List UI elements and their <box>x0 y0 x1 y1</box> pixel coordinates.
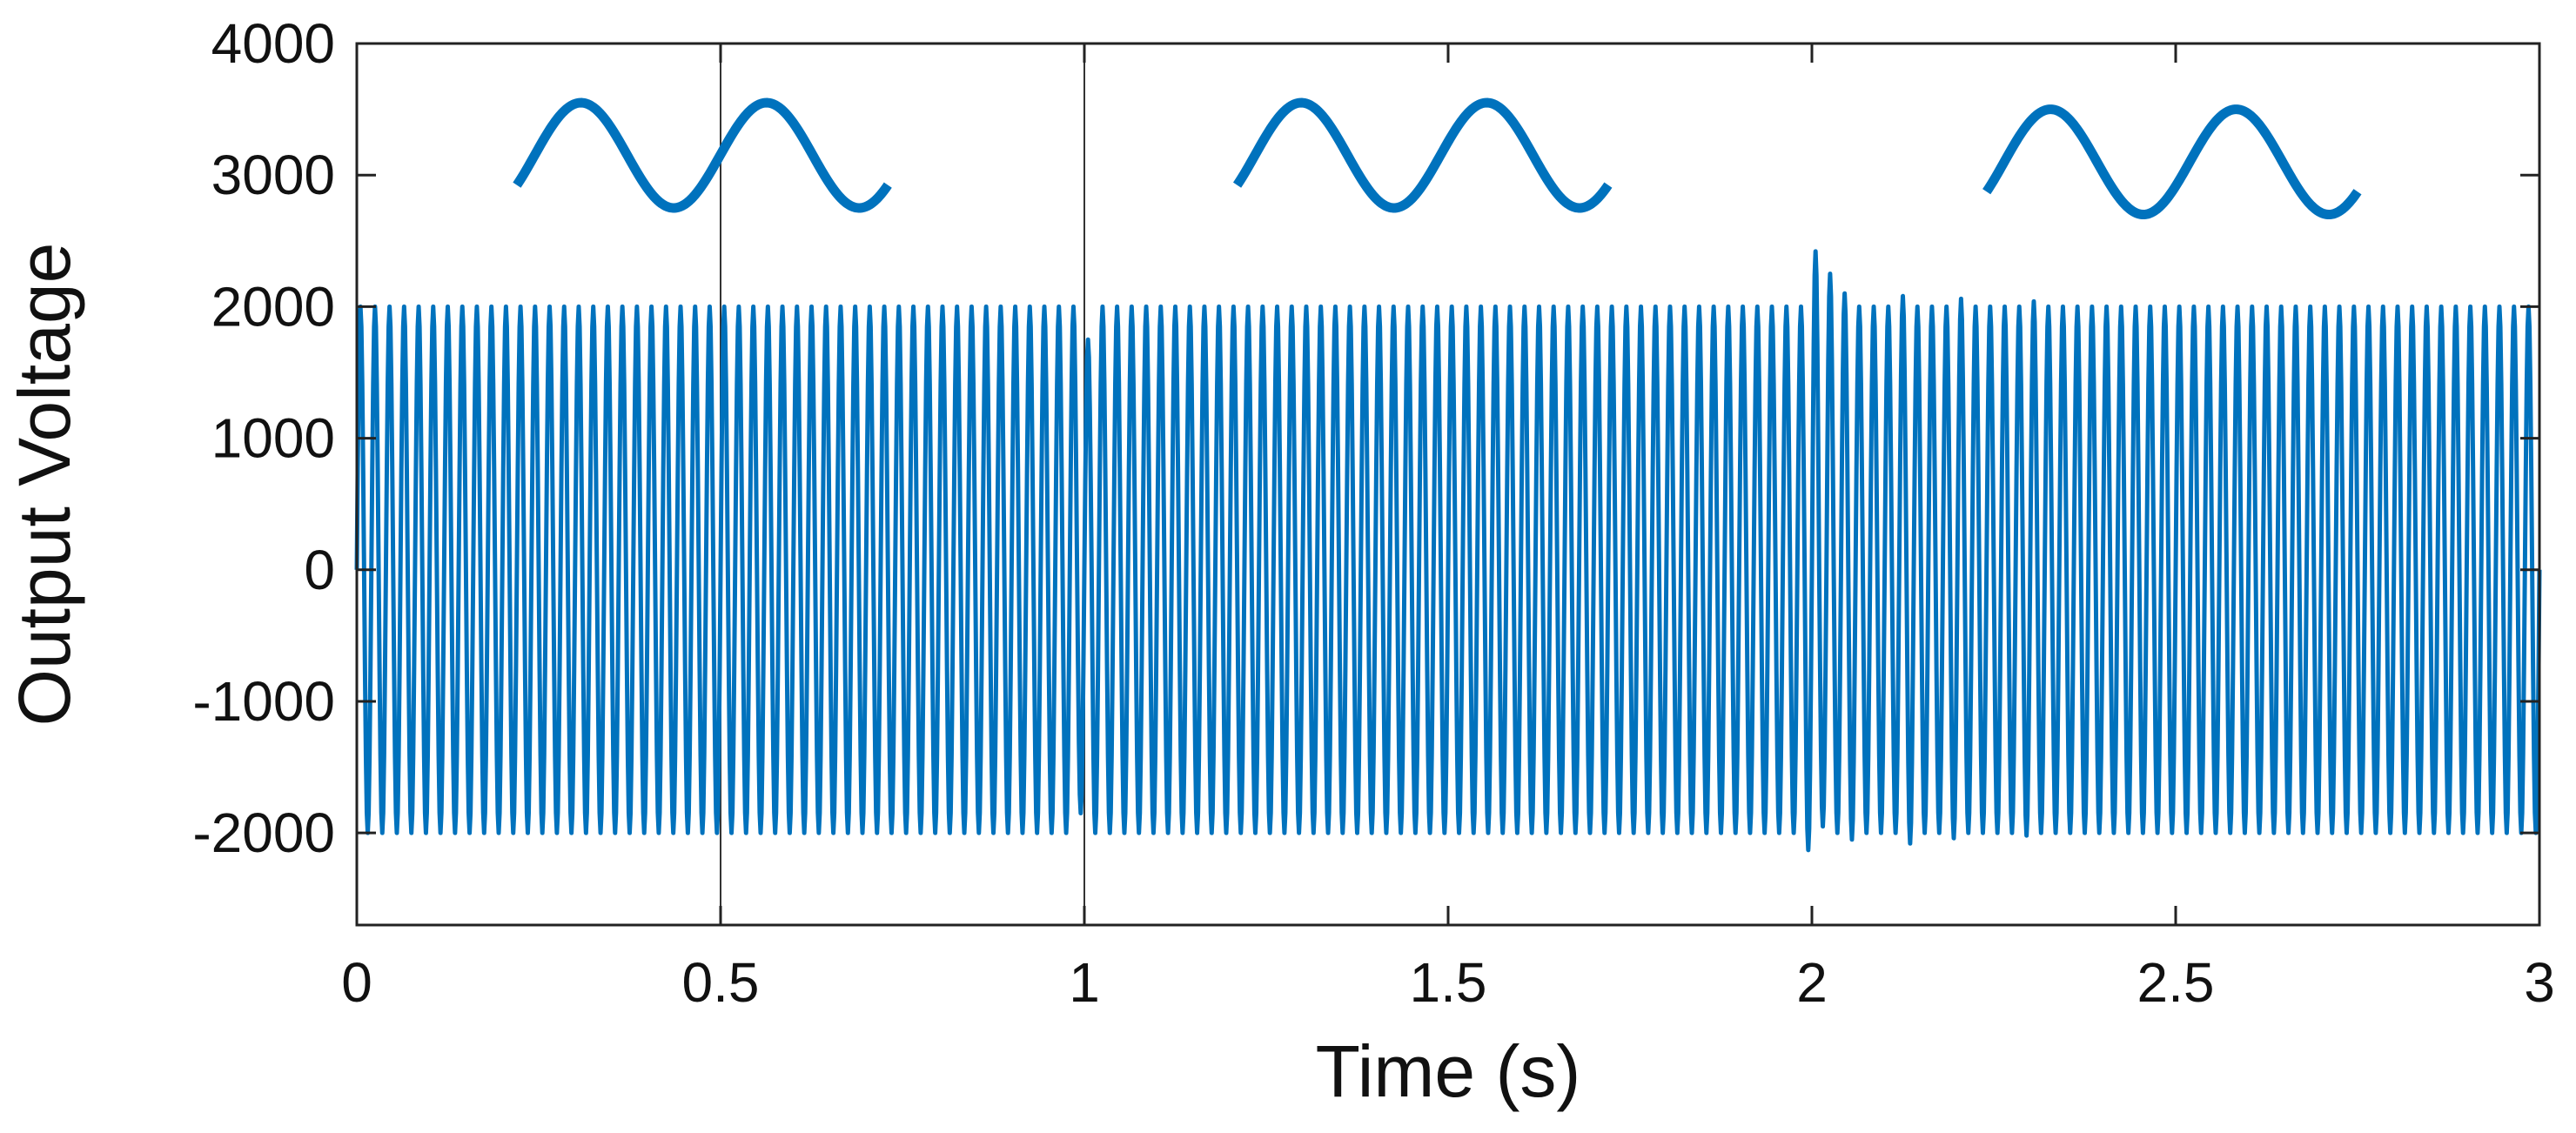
x-tick-label-3: 1.5 <box>1410 951 1487 1014</box>
y-tick-label-0: 4000 <box>211 12 335 75</box>
x-tick-label-4: 2 <box>1796 951 1828 1014</box>
sine-glyph-1 <box>1232 97 1613 213</box>
tick-labels: 0 0.5 1 1.5 2 2.5 3 4000 3000 2000 1000 0 -1000 -2000 <box>192 12 2554 1014</box>
y-tick-label-6: -2000 <box>192 801 335 864</box>
y-axis-title: Output Voltage <box>3 243 85 727</box>
x-tick-label-5: 2.5 <box>2137 951 2215 1014</box>
sine-glyph-0 <box>513 97 892 213</box>
x-tick-label-6: 3 <box>2524 951 2555 1014</box>
y-tick-label-5: -1000 <box>192 670 335 733</box>
sine-glyph-2 <box>1982 104 2362 220</box>
y-tick-label-2: 2000 <box>211 275 335 338</box>
y-tick-label-3: 1000 <box>211 407 335 470</box>
sine-annotations <box>513 97 2362 220</box>
series-layer <box>354 249 2542 853</box>
x-axis-title: Time (s) <box>1316 1030 1581 1112</box>
x-tick-label-1: 0.5 <box>682 951 760 1014</box>
x-tick-label-0: 0 <box>341 951 372 1014</box>
y-tick-label-1: 3000 <box>211 144 335 206</box>
series-line-0 <box>354 249 2542 853</box>
x-tick-label-2: 1 <box>1069 951 1100 1014</box>
axis-ticks <box>355 42 2541 925</box>
y-tick-label-4: 0 <box>304 539 335 601</box>
